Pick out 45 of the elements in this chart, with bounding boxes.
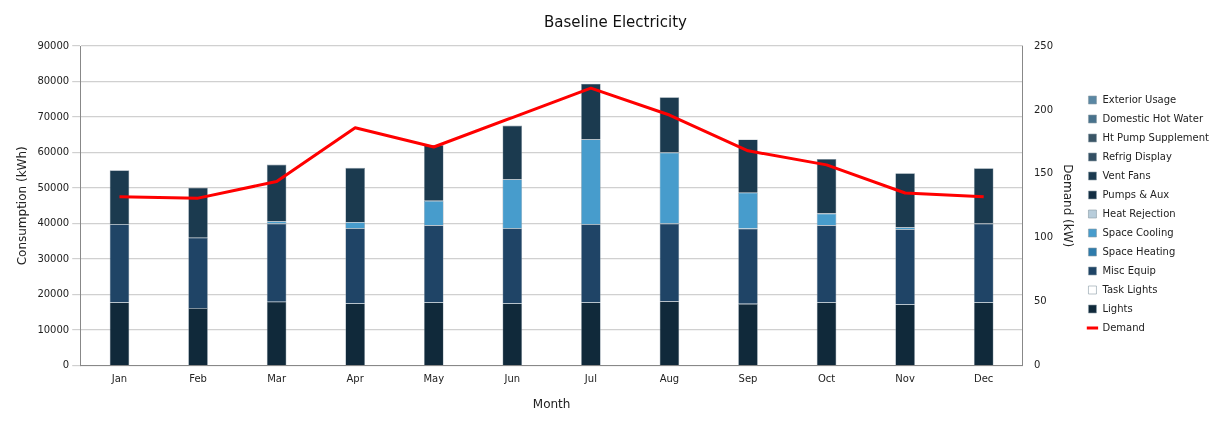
legend-label: Refrig Display: [1102, 150, 1172, 162]
y2-tick-label: 200: [1033, 103, 1054, 115]
legend-label: Space Cooling: [1102, 226, 1174, 238]
x-tick-label: Aug: [659, 373, 680, 385]
x-tick-label: Apr: [346, 373, 365, 385]
y-tick-label: 50000: [37, 181, 70, 193]
legend-label: Misc Equip: [1102, 264, 1156, 276]
y-tick-label: 60000: [37, 146, 70, 158]
y-tick-label: 10000: [37, 323, 70, 335]
x-axis-title: Month: [532, 396, 571, 411]
legend-label: Domestic Hot Water: [1102, 112, 1204, 124]
y2-tick-label: 100: [1033, 231, 1054, 243]
y2-tick-label: 50: [1033, 295, 1047, 307]
x-tick-label: Sep: [738, 373, 758, 385]
legend-label: Lights: [1102, 302, 1133, 314]
x-tick-label: Feb: [189, 373, 207, 385]
y-tick-label: 90000: [37, 39, 70, 51]
legend-label: Task Lights: [1101, 283, 1158, 295]
y2-tick-label: 250: [1033, 39, 1054, 51]
legend-label: Space Heating: [1102, 245, 1176, 257]
legend-label: Ht Pump Supplement: [1102, 131, 1210, 143]
y-tick-label: 0: [62, 359, 70, 371]
x-tick-label: May: [423, 373, 445, 385]
x-tick-label: Oct: [817, 373, 836, 385]
y-tick-label: 80000: [37, 75, 70, 87]
x-tick-label: Mar: [267, 373, 287, 385]
y-tick-label: 40000: [37, 217, 70, 229]
y-tick-label: 70000: [37, 110, 70, 122]
x-tick-label: Jul: [583, 373, 597, 385]
legend-label: Heat Rejection: [1102, 207, 1176, 219]
x-tick-label: Jan: [110, 373, 128, 385]
chart-title: Baseline Electricity: [544, 12, 688, 31]
y-tick-label: 20000: [37, 288, 70, 300]
x-tick-label: Dec: [974, 373, 994, 385]
legend-label: Pumps & Aux: [1102, 188, 1170, 200]
y2-tick-label: 0: [1033, 359, 1041, 371]
y2-tick-label: 150: [1033, 167, 1054, 179]
x-tick-label: Jun: [503, 373, 521, 385]
legend-label: Exterior Usage: [1102, 93, 1177, 105]
y-axis-title: Consumption (kWh): [15, 146, 30, 266]
x-tick-label: Nov: [895, 373, 915, 385]
y2-axis-title: Demand (kW): [1061, 164, 1076, 248]
y-tick-label: 30000: [37, 252, 70, 264]
legend-label: Vent Fans: [1102, 169, 1151, 181]
legend-label: Demand: [1102, 321, 1145, 333]
